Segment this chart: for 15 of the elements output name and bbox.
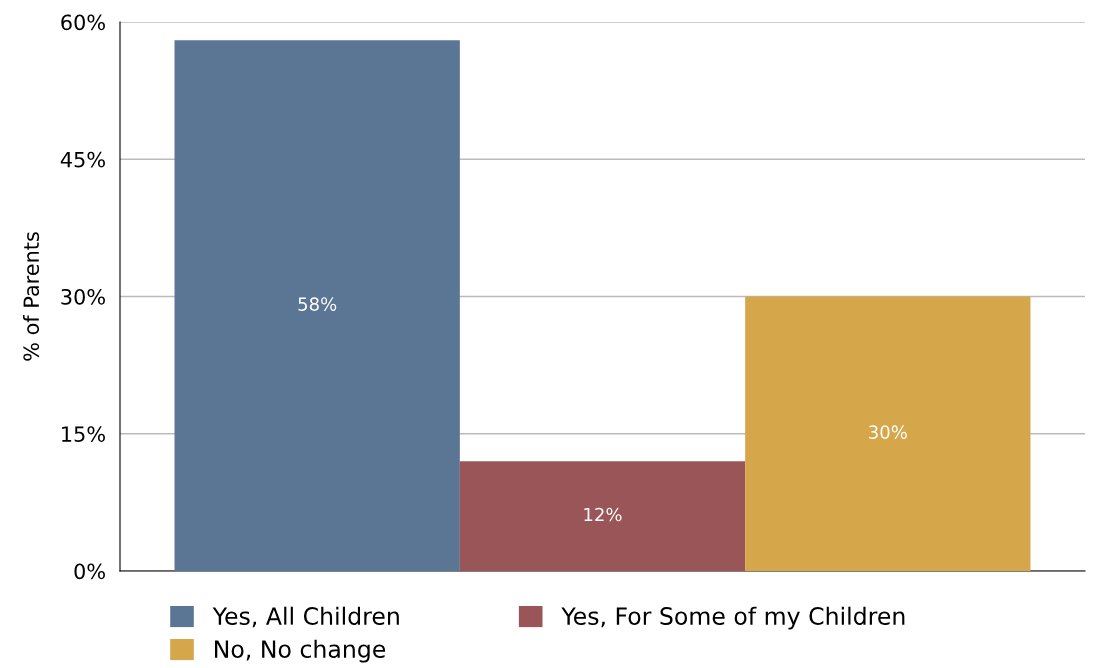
text: 58% bbox=[298, 297, 337, 311]
bar bbox=[745, 296, 1031, 571]
y-tick-label: 60% bbox=[61, 14, 105, 31]
y-tick-label: 45% bbox=[60, 151, 105, 168]
y-tick-label: 0% bbox=[74, 563, 105, 580]
y-axis-title: % of Parents bbox=[22, 232, 40, 361]
bar bbox=[174, 40, 460, 571]
bar bbox=[459, 461, 746, 571]
text: 12% bbox=[584, 507, 622, 522]
y-tick-label: 15% bbox=[62, 426, 105, 442]
legend-label: No, No change bbox=[215, 639, 386, 663]
legend-label: Yes, All Children bbox=[212, 606, 399, 628]
legend-label: Yes, For Some of my Children bbox=[561, 606, 905, 630]
text: 30% bbox=[869, 425, 907, 439]
y-tick-label: 30% bbox=[61, 288, 105, 305]
